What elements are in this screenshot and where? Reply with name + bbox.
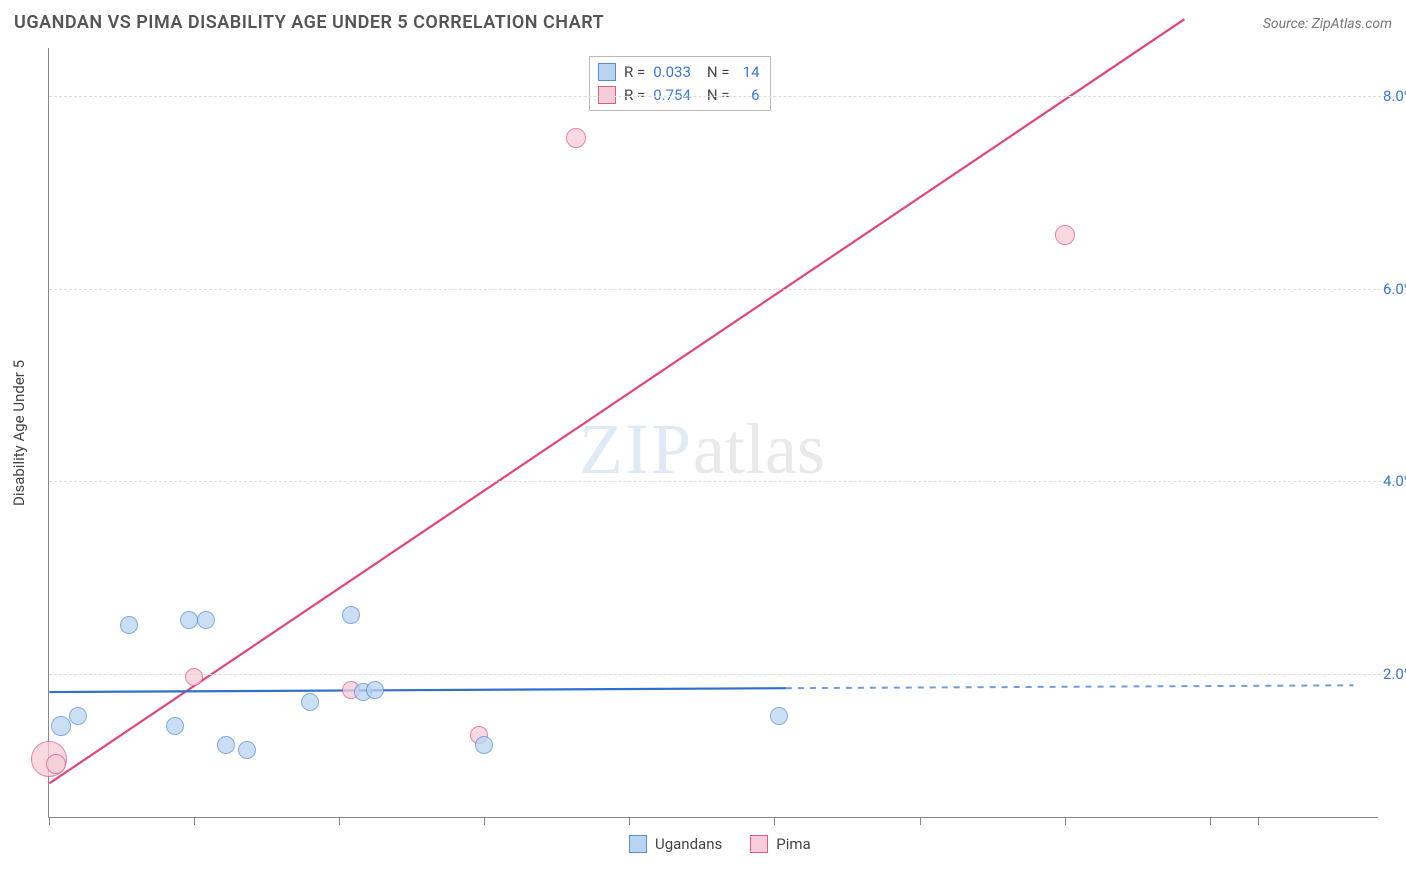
watermark-atlas: atlas bbox=[693, 409, 825, 489]
x-tick bbox=[774, 817, 775, 825]
bubble-pima bbox=[1055, 225, 1075, 245]
legend-item-ugandans: Ugandans bbox=[629, 835, 722, 853]
stat-row-pima: R = 0.754 N = 6 bbox=[598, 84, 760, 107]
swatch-pima bbox=[598, 86, 616, 104]
x-tick bbox=[484, 817, 485, 825]
y-tick-label: 2.0% bbox=[1383, 665, 1406, 683]
bubble-ugandans bbox=[301, 693, 319, 711]
x-tick bbox=[920, 817, 921, 825]
stat-r-label: R = bbox=[624, 84, 645, 107]
gridline-h bbox=[49, 481, 1396, 482]
watermark-zip: ZIP bbox=[579, 409, 693, 489]
chart-header: UGANDAN VS PIMA DISABILITY AGE UNDER 5 C… bbox=[14, 12, 1392, 33]
chart-title: UGANDAN VS PIMA DISABILITY AGE UNDER 5 C… bbox=[14, 12, 604, 33]
legend-item-pima: Pima bbox=[750, 835, 810, 853]
source-prefix: Source: bbox=[1263, 16, 1312, 32]
bubble-ugandans bbox=[180, 611, 198, 629]
trend-lines-layer bbox=[49, 48, 1378, 817]
bubble-ugandans bbox=[197, 611, 215, 629]
bubble-ugandans bbox=[69, 707, 87, 725]
swatch-ugandans bbox=[598, 63, 616, 81]
stat-r-value: 0.033 bbox=[653, 61, 691, 84]
x-tick bbox=[339, 817, 340, 825]
x-tick bbox=[629, 817, 630, 825]
x-tick bbox=[1258, 817, 1259, 825]
watermark: ZIPatlas bbox=[579, 408, 825, 491]
x-tick bbox=[194, 817, 195, 825]
bubble-pima bbox=[46, 754, 66, 774]
stat-n-value: 14 bbox=[738, 61, 760, 84]
stat-n-value: 6 bbox=[738, 84, 760, 107]
stat-n-label: N = bbox=[707, 61, 730, 84]
y-axis-title: Disability Age Under 5 bbox=[10, 359, 28, 505]
bubble-ugandans bbox=[51, 716, 71, 736]
legend-label: Ugandans bbox=[655, 835, 722, 853]
y-tick-label: 4.0% bbox=[1383, 472, 1406, 490]
bubble-ugandans bbox=[217, 736, 235, 754]
x-tick bbox=[1210, 817, 1211, 825]
legend-label: Pima bbox=[776, 835, 810, 853]
stat-r-value: 0.754 bbox=[653, 84, 691, 107]
bubble-ugandans bbox=[366, 681, 384, 699]
stat-legend: R = 0.033 N = 14 R = 0.754 N = 6 bbox=[589, 56, 771, 111]
bubble-ugandans bbox=[770, 707, 788, 725]
gridline-h bbox=[49, 289, 1396, 290]
gridline-h bbox=[49, 674, 1396, 675]
swatch-pima bbox=[750, 835, 768, 853]
plot-area: Disability Age Under 5 ZIPatlas R =0.033… bbox=[48, 48, 1378, 818]
x-tick bbox=[49, 817, 50, 825]
stat-row-ugandans: R = 0.033 N = 14 bbox=[598, 61, 760, 84]
bubble-pima bbox=[185, 668, 203, 686]
bubble-ugandans bbox=[342, 606, 360, 624]
source-name: ZipAtlas.com bbox=[1312, 16, 1392, 32]
x-tick bbox=[1065, 817, 1066, 825]
series-legend: Ugandans Pima bbox=[629, 835, 811, 853]
y-tick-label: 8.0% bbox=[1383, 87, 1406, 105]
y-tick-label: 6.0% bbox=[1383, 280, 1406, 298]
bubble-ugandans bbox=[238, 741, 256, 759]
swatch-ugandans bbox=[629, 835, 647, 853]
bubble-ugandans bbox=[475, 736, 493, 754]
stat-n-label: N = bbox=[707, 84, 730, 107]
chart-source: Source: ZipAtlas.com bbox=[1263, 16, 1392, 32]
gridline-h bbox=[49, 96, 1396, 97]
bubble-pima bbox=[566, 128, 586, 148]
bubble-ugandans bbox=[120, 616, 138, 634]
bubble-ugandans bbox=[166, 717, 184, 735]
stat-r-label: R = bbox=[624, 61, 645, 84]
